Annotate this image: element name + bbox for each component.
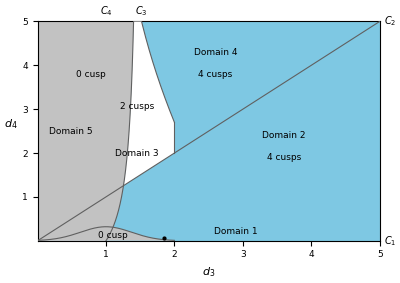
Polygon shape bbox=[124, 22, 174, 186]
Text: 0 cusp: 0 cusp bbox=[98, 231, 128, 239]
Text: 0 cusp: 0 cusp bbox=[76, 70, 106, 79]
Text: Domain 4: Domain 4 bbox=[194, 48, 237, 57]
Text: Domain 1: Domain 1 bbox=[214, 227, 258, 236]
Y-axis label: $d_4$: $d_4$ bbox=[4, 117, 18, 131]
Text: $C_3$: $C_3$ bbox=[135, 4, 148, 18]
Text: $C_1$: $C_1$ bbox=[384, 234, 396, 248]
Text: Domain 3: Domain 3 bbox=[115, 149, 158, 158]
Polygon shape bbox=[38, 22, 134, 241]
X-axis label: $d_3$: $d_3$ bbox=[202, 265, 215, 279]
Text: $C_2$: $C_2$ bbox=[384, 14, 396, 28]
Text: $C_4$: $C_4$ bbox=[100, 4, 112, 18]
Text: 4 cusps: 4 cusps bbox=[198, 70, 232, 79]
Text: Domain 2: Domain 2 bbox=[262, 131, 306, 140]
Text: Domain 5: Domain 5 bbox=[48, 127, 92, 136]
Text: 4 cusps: 4 cusps bbox=[267, 153, 301, 162]
Text: 2 cusps: 2 cusps bbox=[120, 102, 154, 112]
Polygon shape bbox=[38, 227, 174, 241]
